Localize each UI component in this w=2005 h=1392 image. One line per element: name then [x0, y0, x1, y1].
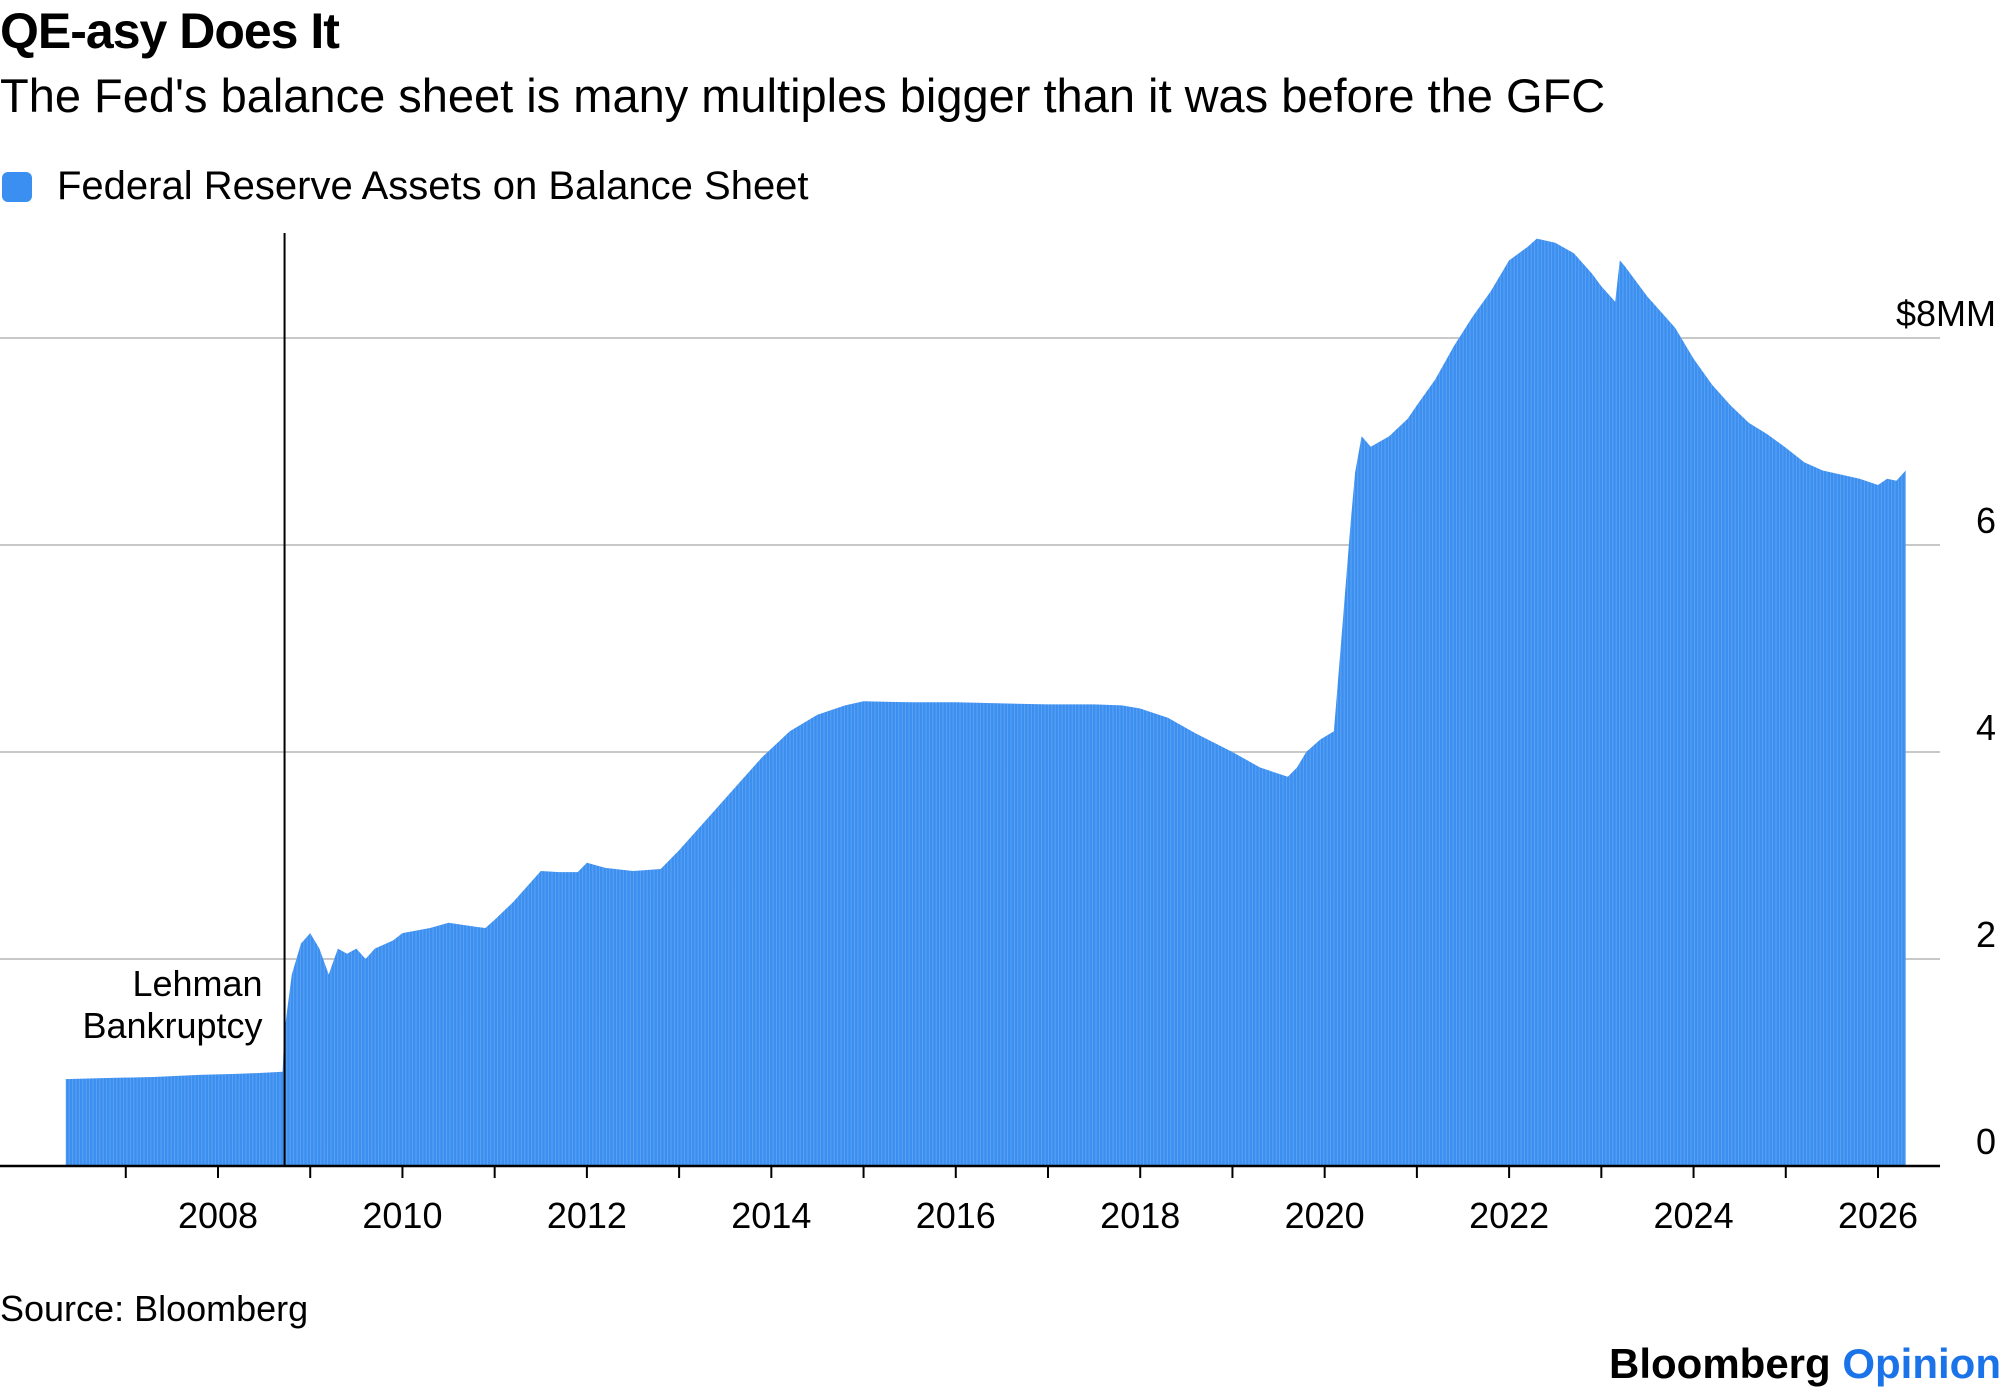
- legend: Federal Reserve Assets on Balance Sheet: [2, 164, 809, 209]
- y-tick-label-2: 2: [1976, 914, 1996, 955]
- x-tick-label-2008: 2008: [178, 1195, 258, 1236]
- x-tick-label-2020: 2020: [1285, 1195, 1365, 1236]
- brand-logo: Bloomberg Opinion: [1609, 1340, 2001, 1388]
- source-note: Source: Bloomberg: [0, 1288, 309, 1329]
- x-tick-label-2022: 2022: [1469, 1195, 1549, 1236]
- chart-title: QE-asy Does It: [0, 3, 340, 59]
- y-tick-label-8: $8MM: [1896, 293, 1996, 334]
- axes: 0 2 4 6 $8MM 2008 2010 2012 2014 2016 2018 2020 2022…: [0, 293, 1996, 1236]
- y-tick-label-6: 6: [1976, 500, 1996, 541]
- x-tick-label-2024: 2024: [1654, 1195, 1734, 1236]
- x-tick-label-2026: 2026: [1838, 1195, 1918, 1236]
- annotation-text-line-1: Bankruptcy: [82, 1005, 262, 1046]
- x-tick-label-2010: 2010: [362, 1195, 442, 1236]
- x-tick-label-2014: 2014: [731, 1195, 811, 1236]
- series-area-federal-reserve-assets: [65, 238, 1906, 1167]
- x-tick-label-2012: 2012: [547, 1195, 627, 1236]
- x-tick-label-2016: 2016: [916, 1195, 996, 1236]
- brand-name: Bloomberg: [1609, 1340, 1831, 1387]
- chart-subtitle: The Fed's balance sheet is many multiple…: [0, 69, 1606, 122]
- legend-label: Federal Reserve Assets on Balance Sheet: [57, 164, 809, 208]
- legend-swatch: [2, 171, 32, 202]
- y-tick-label-0: 0: [1976, 1121, 1996, 1162]
- y-tick-label-4: 4: [1976, 707, 1996, 748]
- annotation-text-line-0: Lehman: [132, 963, 262, 1004]
- series-area-layer: [65, 238, 1906, 1167]
- brand-section: Opinion: [1842, 1340, 2001, 1387]
- x-tick-label-2018: 2018: [1100, 1195, 1180, 1236]
